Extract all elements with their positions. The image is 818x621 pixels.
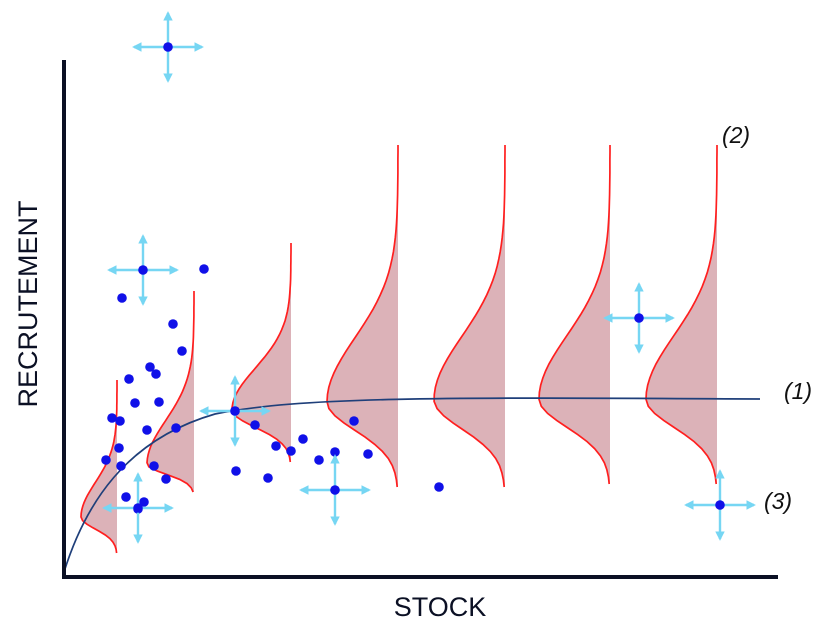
distribution-fill-1 <box>81 380 117 553</box>
data-point-13 <box>171 423 181 433</box>
data-point-4 <box>177 346 187 356</box>
curve-label-1: (1) <box>784 378 812 404</box>
uncertainty-cross-7 <box>684 469 756 541</box>
data-point-27 <box>314 455 324 465</box>
data-point-17 <box>149 461 159 471</box>
data-point-7 <box>124 374 134 384</box>
distribution-outline-4 <box>326 145 399 488</box>
distribution-outline-5 <box>433 145 506 488</box>
cross-center-point <box>330 485 340 495</box>
data-point-25 <box>286 446 296 456</box>
distribution-group <box>80 145 718 554</box>
distribution-fill-2 <box>147 291 194 492</box>
uncertainty-cross-1 <box>132 11 204 83</box>
data-point-23 <box>250 420 260 430</box>
cross-center-point <box>163 42 173 52</box>
uncertainty-cross-6 <box>102 472 174 544</box>
data-point-16 <box>116 461 126 471</box>
data-point-32 <box>263 473 273 483</box>
data-point-15 <box>114 443 124 453</box>
data-point-26 <box>298 434 308 444</box>
distribution-fill-6 <box>539 145 610 484</box>
data-point-3 <box>168 319 178 329</box>
data-point-24 <box>271 441 281 451</box>
cross-center-point <box>138 265 148 275</box>
data-point-12 <box>142 425 152 435</box>
uncertainty-cross-3 <box>603 282 675 354</box>
distribution-outline-6 <box>538 145 611 485</box>
curve-label-2: (2) <box>722 122 750 148</box>
data-point-1 <box>199 264 209 274</box>
y-axis-title: RECRUTEMENT <box>13 201 43 408</box>
distribution-fill-5 <box>434 145 505 487</box>
uncertainty-cross-5 <box>299 454 371 526</box>
uncertainty-cross-2 <box>107 234 179 306</box>
data-point-28 <box>330 447 340 457</box>
distribution-outline-1 <box>80 380 118 554</box>
data-point-31 <box>231 466 241 476</box>
data-point-10 <box>130 398 140 408</box>
cross-center-point <box>715 500 725 510</box>
cross-center-point <box>634 313 644 323</box>
uncertainty-crosses <box>102 11 756 544</box>
data-point-5 <box>145 362 155 372</box>
data-point-33 <box>434 482 444 492</box>
curve-label-3: (3) <box>764 488 792 514</box>
cross-center-point <box>230 406 240 416</box>
x-axis-title: STOCK <box>394 592 487 621</box>
distribution-outline-2 <box>146 291 195 493</box>
data-point-8 <box>107 413 117 423</box>
data-point-6 <box>151 369 161 379</box>
distribution-fill-3 <box>232 243 291 462</box>
data-point-18 <box>161 474 171 484</box>
data-point-29 <box>349 416 359 426</box>
distribution-outline-7 <box>645 145 718 485</box>
data-point-9 <box>115 416 125 426</box>
data-point-2 <box>117 293 127 303</box>
uncertainty-cross-4 <box>199 375 271 447</box>
data-point-19 <box>121 492 131 502</box>
cross-center-point <box>133 503 143 513</box>
data-point-14 <box>101 455 111 465</box>
data-point-11 <box>154 397 164 407</box>
data-point-30 <box>363 449 373 459</box>
